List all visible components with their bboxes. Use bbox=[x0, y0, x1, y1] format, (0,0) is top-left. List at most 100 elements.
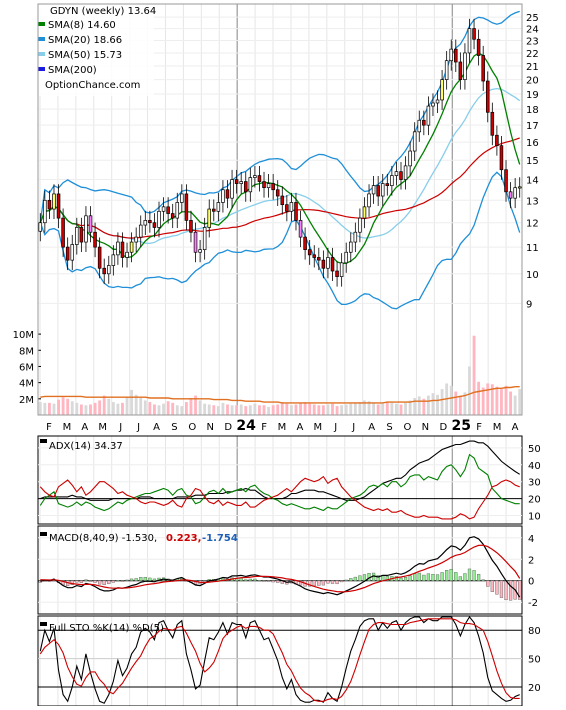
volume-bar bbox=[244, 406, 248, 415]
legend-swatch bbox=[38, 37, 45, 41]
volume-bar bbox=[253, 403, 257, 415]
month-label: S bbox=[386, 422, 392, 433]
volume-bar bbox=[381, 403, 385, 415]
candle bbox=[339, 253, 344, 287]
candle bbox=[47, 190, 52, 220]
macd-histogram-bar bbox=[193, 580, 198, 585]
volume-bar bbox=[75, 402, 79, 415]
candle-body bbox=[129, 241, 134, 253]
volume-bar bbox=[504, 385, 508, 415]
macd-histogram-bar bbox=[344, 579, 348, 581]
watermark-text: OptionChance.com bbox=[45, 80, 140, 91]
macd-frame bbox=[37, 525, 523, 615]
macd-histogram-bar bbox=[239, 578, 243, 581]
volume-bar bbox=[495, 386, 499, 415]
candle-body bbox=[463, 52, 467, 80]
candle-body bbox=[307, 249, 312, 256]
candle-body bbox=[239, 181, 243, 184]
macd-histogram-bar bbox=[111, 580, 115, 583]
candle-body bbox=[198, 249, 202, 253]
candle-body bbox=[344, 251, 348, 264]
volume-bar bbox=[399, 404, 403, 415]
volume-bar bbox=[180, 406, 184, 415]
candle bbox=[335, 261, 339, 287]
adx-tick-label: 20 bbox=[528, 495, 541, 506]
volume-bar bbox=[454, 391, 458, 415]
candle bbox=[417, 110, 422, 142]
volume-bar bbox=[262, 405, 266, 415]
volume-bar bbox=[408, 400, 412, 415]
volume-bar bbox=[43, 402, 47, 415]
volume-bar bbox=[358, 402, 362, 415]
adx-title: ADX(14) 34.37 bbox=[49, 441, 123, 452]
macd-histogram-bar bbox=[403, 577, 408, 581]
volume-bar bbox=[226, 404, 229, 415]
candle-body bbox=[125, 251, 129, 258]
volume-bar bbox=[486, 383, 490, 415]
macd-histogram-bar bbox=[440, 572, 444, 581]
candle-body bbox=[312, 254, 317, 258]
macd-histogram-bar bbox=[445, 570, 449, 581]
candle-body bbox=[184, 193, 189, 221]
volume-bar bbox=[326, 404, 330, 415]
long-ma-line bbox=[39, 137, 520, 239]
candle bbox=[61, 208, 65, 258]
candle-body bbox=[412, 131, 417, 152]
candle-body bbox=[180, 193, 184, 203]
volume-bar bbox=[248, 405, 252, 415]
candle-body bbox=[116, 241, 120, 256]
volume-bar bbox=[481, 387, 485, 415]
candle bbox=[435, 90, 440, 113]
candle-body bbox=[157, 210, 161, 228]
candle-body bbox=[102, 267, 106, 275]
volume-bar bbox=[84, 405, 88, 415]
price-tick-label: 25 bbox=[526, 13, 539, 24]
candle-body bbox=[88, 215, 93, 233]
candle bbox=[184, 184, 189, 231]
chart-title: GDYN (weekly) 13.64 bbox=[50, 6, 156, 17]
volume-bar bbox=[212, 405, 216, 415]
candle-body bbox=[481, 55, 485, 82]
volume-bar bbox=[130, 389, 134, 415]
candle bbox=[107, 255, 111, 284]
macd-histogram-bar bbox=[435, 574, 440, 581]
month-label: D bbox=[439, 422, 447, 433]
volume-average-line bbox=[40, 386, 520, 404]
month-label: F bbox=[476, 422, 482, 433]
candle bbox=[234, 169, 239, 194]
candle-body bbox=[422, 119, 426, 126]
volume-bar bbox=[285, 403, 289, 415]
candle bbox=[289, 192, 294, 222]
macd-histogram-bar bbox=[362, 574, 367, 581]
month-label: A bbox=[512, 422, 519, 433]
candle bbox=[458, 52, 463, 90]
candle-body bbox=[230, 179, 234, 199]
macd-histogram-bar bbox=[84, 579, 88, 581]
volume-bar bbox=[463, 392, 467, 415]
candle bbox=[495, 125, 499, 156]
candle bbox=[513, 178, 517, 209]
volume-bar bbox=[70, 401, 74, 415]
volume-bar bbox=[472, 335, 476, 415]
candle bbox=[97, 237, 102, 279]
candle-body bbox=[134, 236, 138, 243]
candle-body bbox=[435, 99, 440, 104]
sto-tick-label: 80 bbox=[528, 626, 541, 637]
candle bbox=[271, 173, 275, 200]
candle-body bbox=[143, 220, 148, 226]
candle bbox=[285, 195, 289, 222]
volume-tick-label: 10M bbox=[13, 330, 34, 341]
price-tick-label: 18 bbox=[526, 105, 539, 116]
macd-histogram-bar bbox=[125, 579, 129, 581]
volume-tick-label: 8M bbox=[19, 346, 34, 357]
volume-bar bbox=[258, 405, 261, 415]
candle-body bbox=[408, 150, 412, 167]
month-label: A bbox=[81, 422, 88, 433]
candle bbox=[385, 173, 390, 196]
candle-body bbox=[75, 227, 79, 245]
candle bbox=[93, 222, 97, 258]
candle-body bbox=[225, 189, 230, 199]
candle bbox=[157, 201, 161, 238]
